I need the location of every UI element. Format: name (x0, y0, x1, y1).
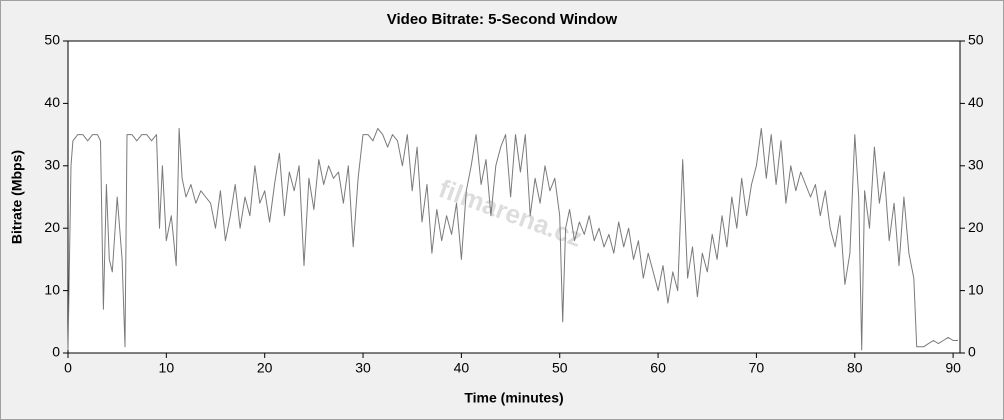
x-tick-label: 60 (650, 360, 666, 376)
x-tick-label: 40 (454, 360, 470, 376)
x-axis-label: Time (minutes) (464, 390, 563, 406)
plot-area (67, 40, 961, 354)
y2-tick-label: 0 (968, 344, 976, 360)
y2-tick-label: 10 (968, 281, 984, 297)
y2-tick-label: 20 (968, 219, 984, 235)
y2-tick-label: 50 (968, 32, 984, 48)
x-tick-label: 70 (749, 360, 765, 376)
y-tick-label: 40 (44, 94, 60, 110)
y2-tick-label: 30 (968, 157, 984, 173)
data-line (67, 127, 958, 351)
x-tick-label: 30 (355, 360, 371, 376)
y-tick-label: 30 (44, 157, 60, 173)
y-tick-label: 20 (44, 219, 60, 235)
x-tick-label: 50 (552, 360, 568, 376)
x-tick-label: 80 (847, 360, 863, 376)
chart-title: Video Bitrate: 5-Second Window (387, 11, 618, 28)
y-tick-label: 10 (44, 281, 60, 297)
x-tick-label: 10 (159, 360, 175, 376)
y2-tick-label: 40 (968, 94, 984, 110)
x-tick-label: 90 (945, 360, 961, 376)
y-tick-label: 0 (52, 344, 60, 360)
y-tick-label: 50 (44, 32, 60, 48)
x-tick-label: 0 (64, 360, 72, 376)
y-axis-label: Bitrate (Mbps) (9, 150, 25, 244)
x-tick-label: 20 (257, 360, 273, 376)
